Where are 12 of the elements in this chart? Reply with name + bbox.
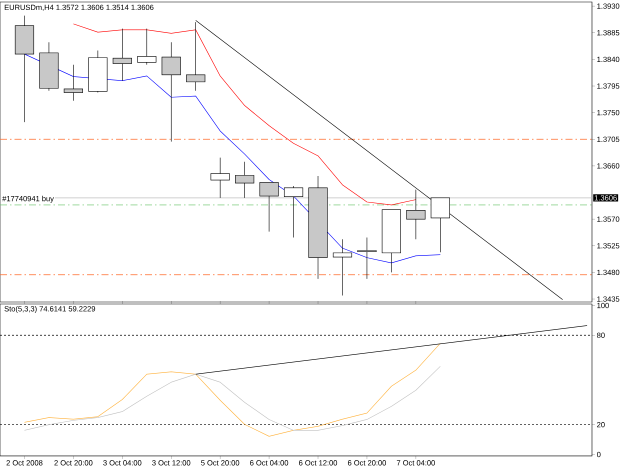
candlestick bbox=[210, 157, 230, 198]
candlestick bbox=[332, 238, 352, 296]
candlestick bbox=[162, 42, 181, 142]
line-series bbox=[73, 24, 416, 206]
line-series bbox=[24, 366, 441, 431]
line-series bbox=[24, 343, 441, 437]
candlestick bbox=[137, 28, 156, 66]
candlestick bbox=[64, 64, 83, 102]
candlestick bbox=[357, 237, 377, 280]
candlestick bbox=[112, 28, 132, 81]
candlestick bbox=[430, 198, 450, 253]
candlestick bbox=[284, 186, 304, 238]
